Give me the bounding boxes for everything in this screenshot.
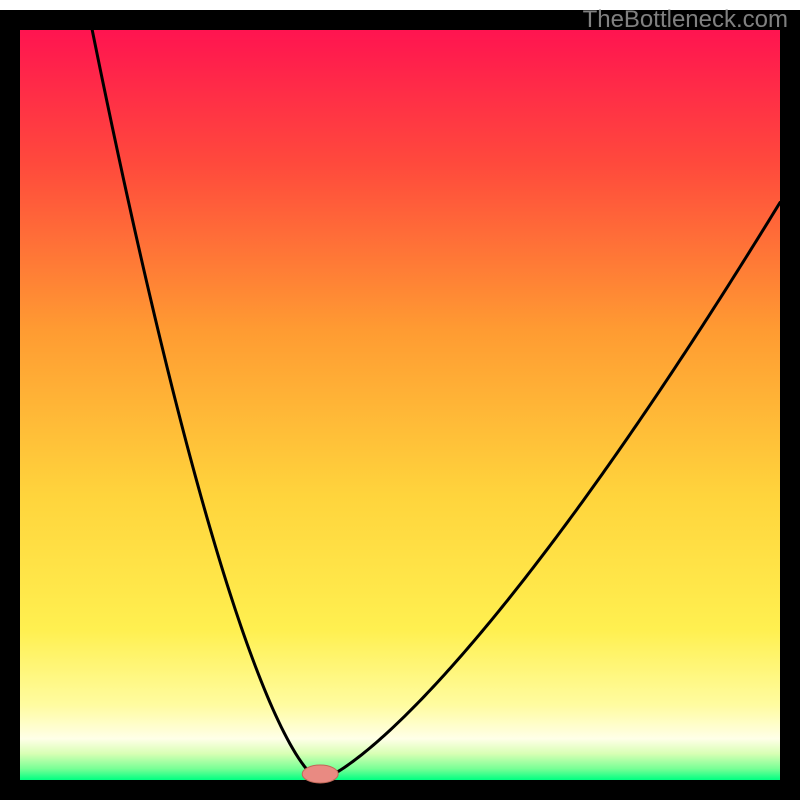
plot-background: [20, 30, 780, 780]
watermark-text: TheBottleneck.com: [583, 6, 788, 34]
chart-container: TheBottleneck.com: [0, 0, 800, 800]
bottleneck-chart: [0, 0, 800, 800]
optimal-marker: [302, 765, 338, 783]
